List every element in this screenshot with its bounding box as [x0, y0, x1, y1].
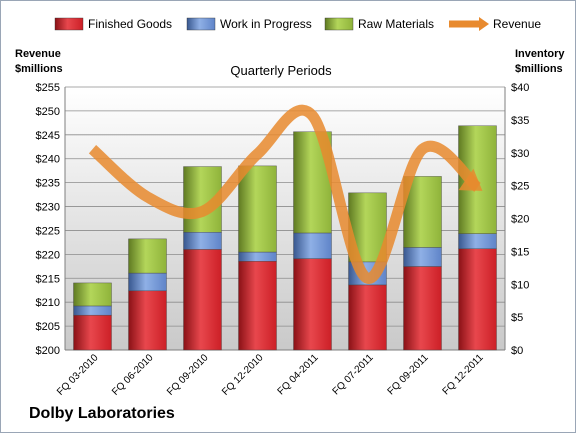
revenue-arrowhead [458, 168, 483, 191]
right-tick-label: $35 [511, 115, 529, 127]
left-axis-title: Revenue [15, 48, 61, 60]
company-name: Dolby Laboratories [29, 405, 175, 422]
bar-work-in-progress [73, 305, 112, 316]
right-tick-label: $15 [511, 246, 529, 258]
legend-label: Revenue [493, 17, 541, 31]
left-tick-label: $240 [36, 154, 60, 166]
bar-raw-materials [128, 238, 167, 274]
x-tick-label: FQ 04-2011 [276, 352, 321, 397]
bar-finished-goods [183, 249, 222, 351]
legend-arrowhead [479, 17, 489, 31]
left-tick-label: $210 [36, 297, 60, 309]
bar-raw-materials [403, 176, 442, 248]
x-tick-label: FQ 12-2011 [441, 352, 486, 397]
legend-label: Raw Materials [358, 17, 434, 31]
right-axis-title: $millions [515, 63, 563, 75]
x-tick-label: FQ 03-2010 [55, 352, 101, 398]
bar-finished-goods [293, 258, 332, 351]
left-tick-label: $250 [36, 106, 60, 118]
legend-swatch-work-in-progress [186, 17, 216, 31]
right-tick-label: $0 [511, 345, 523, 357]
bar-finished-goods [403, 266, 442, 351]
bar-finished-goods [458, 248, 497, 351]
bar-finished-goods [128, 290, 167, 351]
bar-finished-goods [73, 314, 112, 351]
bar-work-in-progress [403, 247, 442, 267]
left-tick-label: $200 [36, 345, 60, 357]
right-tick-label: $10 [511, 279, 529, 291]
x-tick-label: FQ 06-2010 [110, 352, 156, 398]
bar-work-in-progress [293, 232, 332, 259]
x-tick-label: FQ 09-2011 [386, 352, 431, 397]
left-axis-title: $millions [15, 63, 63, 75]
bar-work-in-progress [458, 233, 497, 249]
left-tick-label: $220 [36, 249, 60, 261]
right-tick-label: $20 [511, 214, 529, 226]
chart-title: Quarterly Periods [230, 63, 332, 78]
bar-work-in-progress [128, 272, 167, 292]
right-axis-title: Inventory [515, 48, 565, 60]
left-tick-label: $245 [36, 130, 60, 142]
left-tick-label: $205 [36, 321, 60, 333]
x-tick-label: FQ 09-2010 [165, 352, 211, 398]
left-tick-label: $225 [36, 225, 60, 237]
x-tick-label: FQ 07-2011 [331, 352, 376, 397]
right-tick-label: $40 [511, 82, 529, 94]
bar-work-in-progress [183, 232, 222, 250]
left-tick-label: $215 [36, 273, 60, 285]
bar-raw-materials [73, 282, 112, 307]
bar-work-in-progress [238, 251, 277, 262]
legend-swatch-finished-goods [54, 17, 84, 31]
bar-raw-materials [238, 165, 277, 253]
right-tick-label: $30 [511, 148, 529, 160]
revenue-line [88, 104, 482, 284]
left-tick-label: $235 [36, 178, 60, 190]
legend-label: Finished Goods [88, 17, 172, 31]
legend-swatch-raw-materials [324, 17, 354, 31]
right-tick-label: $25 [511, 181, 529, 193]
right-tick-label: $5 [511, 312, 523, 324]
bar-finished-goods [238, 261, 277, 351]
x-tick-label: FQ 12-2010 [220, 352, 266, 398]
bar-finished-goods [348, 284, 387, 351]
legend-label: Work in Progress [220, 17, 312, 31]
left-tick-label: $230 [36, 202, 60, 214]
left-tick-label: $255 [36, 82, 60, 94]
